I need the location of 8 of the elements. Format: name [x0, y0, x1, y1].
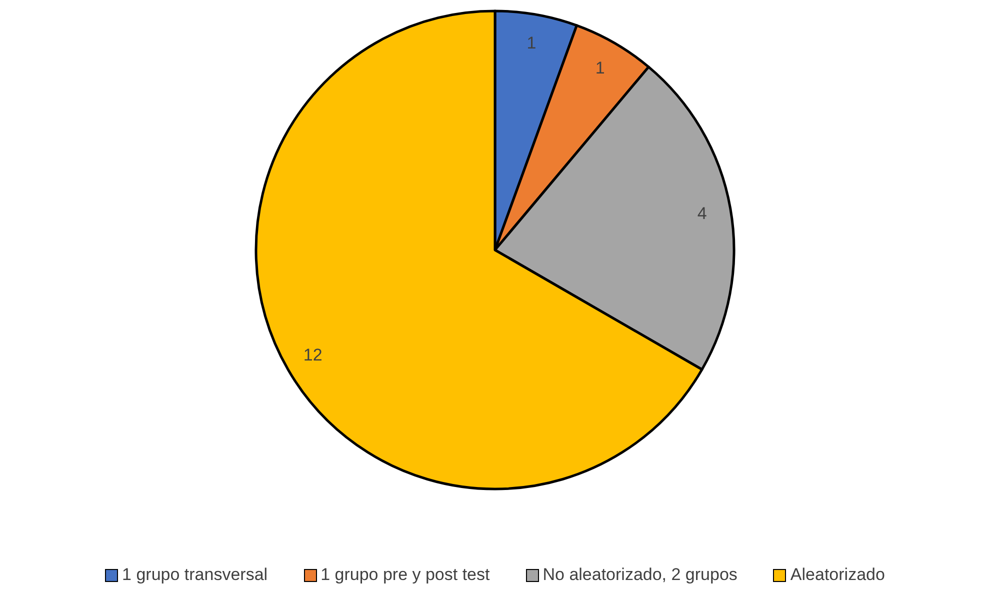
data-label: 4 — [697, 204, 707, 223]
data-label: 12 — [303, 346, 322, 365]
legend-label: 1 grupo transversal — [122, 565, 268, 585]
data-label: 1 — [595, 58, 605, 78]
legend-label: Aleatorizado — [790, 565, 885, 585]
legend-label: No aleatorizado, 2 grupos — [542, 565, 738, 585]
legend-label: 1 grupo pre y post test — [320, 565, 490, 585]
data-label: 1 — [526, 33, 536, 52]
